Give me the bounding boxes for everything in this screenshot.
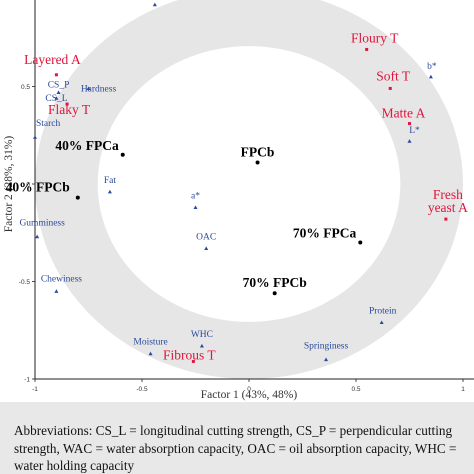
point-wac [152,2,157,7]
label-starch: Starch [36,119,61,129]
point-moisture [148,351,153,356]
label-cs-p: CS_P [48,80,70,90]
y-tick-label: -1 [24,377,30,384]
label-springiness: Springiness [304,342,349,352]
correlation-rings [35,0,463,379]
point-whc [199,343,204,348]
point-flaky-t [65,102,69,106]
label-fat: Fat [104,176,117,186]
point-fibrous-t [191,359,195,363]
label-b: b* [427,62,437,72]
y-tick-label: 0 [26,182,30,189]
label-fresh-yeast-a-line1: Fresh [433,187,463,202]
point-fpcb [255,160,260,165]
correlation-ring-band [35,0,463,379]
point-40-fpca [120,152,125,157]
label-fibrous-t: Fibrous T [163,347,216,362]
point-hardness [86,86,91,91]
label-moisture: Moisture [133,338,167,348]
biplot-chart: -1 -0.5 0 0.5 1 -1 -0.5 0 0.5 Factor 1 (43%, 48%)… [3,0,474,401]
chart-axes: -1 -0.5 0 0.5 1 -1 -0.5 0 0.5 Factor 1 (43%, 48%)… [3,0,474,401]
y-tick-label: 0.5 [21,84,30,91]
point-cs-l [54,96,59,100]
x-tick-label: 0 [247,386,251,393]
y-axis-label: Factor 2 (28%, 31%) [3,136,15,233]
label-a: a* [191,191,200,201]
label-70-fpca: 70% FPCa [293,226,357,241]
series-1: WACCS_PCS_LHardnessStarchb*L*Fata*OACGum… [19,2,437,362]
point-fat [107,189,112,194]
label-fresh-yeast-a-line2: yeast A [428,200,468,215]
point-protein [379,320,384,325]
label-fpcb: FPCb [241,145,275,160]
point-l [407,139,412,143]
label-gumminess: Gumminess [19,219,65,229]
label-oac: OAC [196,232,216,242]
point-gumminess [35,234,40,239]
point-starch [33,135,37,139]
label-chewiness: Chewiness [41,274,82,284]
figure-caption: Abbreviations: CS_L = longitudinal cutti… [0,402,474,474]
label-hardness: Hardness [81,84,117,94]
label-matte-a: Matte A [382,106,426,121]
label-protein: Protein [369,306,397,316]
point-70-fpcb [272,291,277,296]
point-cs-p [56,90,61,94]
x-axis-label: Factor 1 (43%, 48%) [201,389,298,401]
label-l: L* [409,126,420,136]
point-floury-t [365,47,369,51]
label-whc: WHC [191,330,213,340]
point-a [193,205,198,209]
point-70-fpca [358,240,363,245]
label-cs-l: CS_L [45,94,67,104]
x-tick-label: -0.5 [136,386,148,393]
point-oac [204,246,209,250]
point-fresh-yeast-a [444,217,448,221]
point-matte-a [408,122,411,126]
label-40-fpca: 40% FPCa [55,138,119,153]
label-layered-a: Layered A [24,52,81,67]
caption-text: Abbreviations: CS_L = longitudinal cutti… [14,423,457,473]
x-tick-label: 0.5 [351,386,360,393]
point-40-fpcb [75,195,80,200]
label-40-fpcb: 40% FPCb [6,180,70,195]
point-chewiness [54,289,59,293]
point-soft-t [388,86,392,90]
x-tick-label: -1 [32,386,38,393]
point-springiness [324,357,329,362]
x-tick-label: 1 [461,386,465,393]
point-layered-a [54,73,58,77]
label-soft-t: Soft T [376,68,411,83]
y-tick-label: -0.5 [19,279,31,286]
label-floury-t: Floury T [351,30,399,45]
point-b [428,74,433,79]
label-70-fpcb: 70% FPCb [243,275,307,290]
label-flaky-t: Flaky T [48,102,91,117]
